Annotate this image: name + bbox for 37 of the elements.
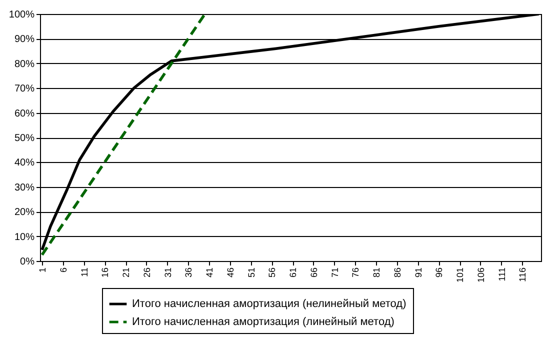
x-tick-label: 26 — [142, 268, 152, 278]
x-tick-label: 76 — [350, 268, 361, 278]
x-tick-label: 31 — [162, 268, 173, 278]
x-tick-label: 41 — [204, 268, 215, 278]
y-tick-label: 60% — [14, 108, 35, 120]
x-tick-label: 111 — [496, 268, 507, 282]
y-tick-label: 100% — [8, 10, 35, 20]
legend-label: Итого начисленная амортизация (линейный метод) — [132, 316, 394, 328]
x-tick-label: 91 — [413, 268, 424, 278]
x-tick-label: 116 — [518, 268, 528, 282]
x-tick-label: 66 — [308, 268, 319, 278]
legend-label: Итого начисленная амортизация (нелинейный метод) — [132, 298, 406, 310]
y-tick-label: 20% — [14, 207, 35, 218]
x-tick-label: 1 — [38, 268, 48, 273]
y-tick-label: 50% — [14, 133, 35, 144]
x-tick-label: 11 — [79, 268, 90, 277]
y-tick-label: 70% — [14, 84, 35, 95]
x-tick-label: 96 — [434, 268, 444, 278]
x-tick-label: 46 — [225, 268, 236, 278]
y-tick-label: 0% — [20, 256, 35, 268]
y-tick-label: 10% — [14, 232, 35, 243]
x-tick-label: 106 — [476, 268, 486, 283]
x-tick-label: 81 — [372, 268, 382, 278]
y-tick-label: 30% — [14, 182, 35, 194]
x-tick-label: 61 — [288, 268, 298, 278]
x-tick-label: 21 — [121, 268, 132, 278]
x-tick-label: 36 — [184, 268, 194, 278]
y-tick-label: 40% — [14, 158, 35, 169]
x-tick-label: 71 — [330, 268, 340, 278]
x-tick-label: 86 — [392, 268, 402, 278]
x-tick-label: 101 — [455, 268, 466, 283]
y-tick-label: 90% — [14, 34, 35, 46]
x-tick-label: 6 — [58, 268, 68, 273]
x-tick-label: 56 — [267, 268, 278, 278]
x-tick-label: 16 — [100, 268, 110, 278]
y-tick-label: 80% — [14, 58, 35, 70]
x-tick-label: 51 — [246, 268, 256, 278]
